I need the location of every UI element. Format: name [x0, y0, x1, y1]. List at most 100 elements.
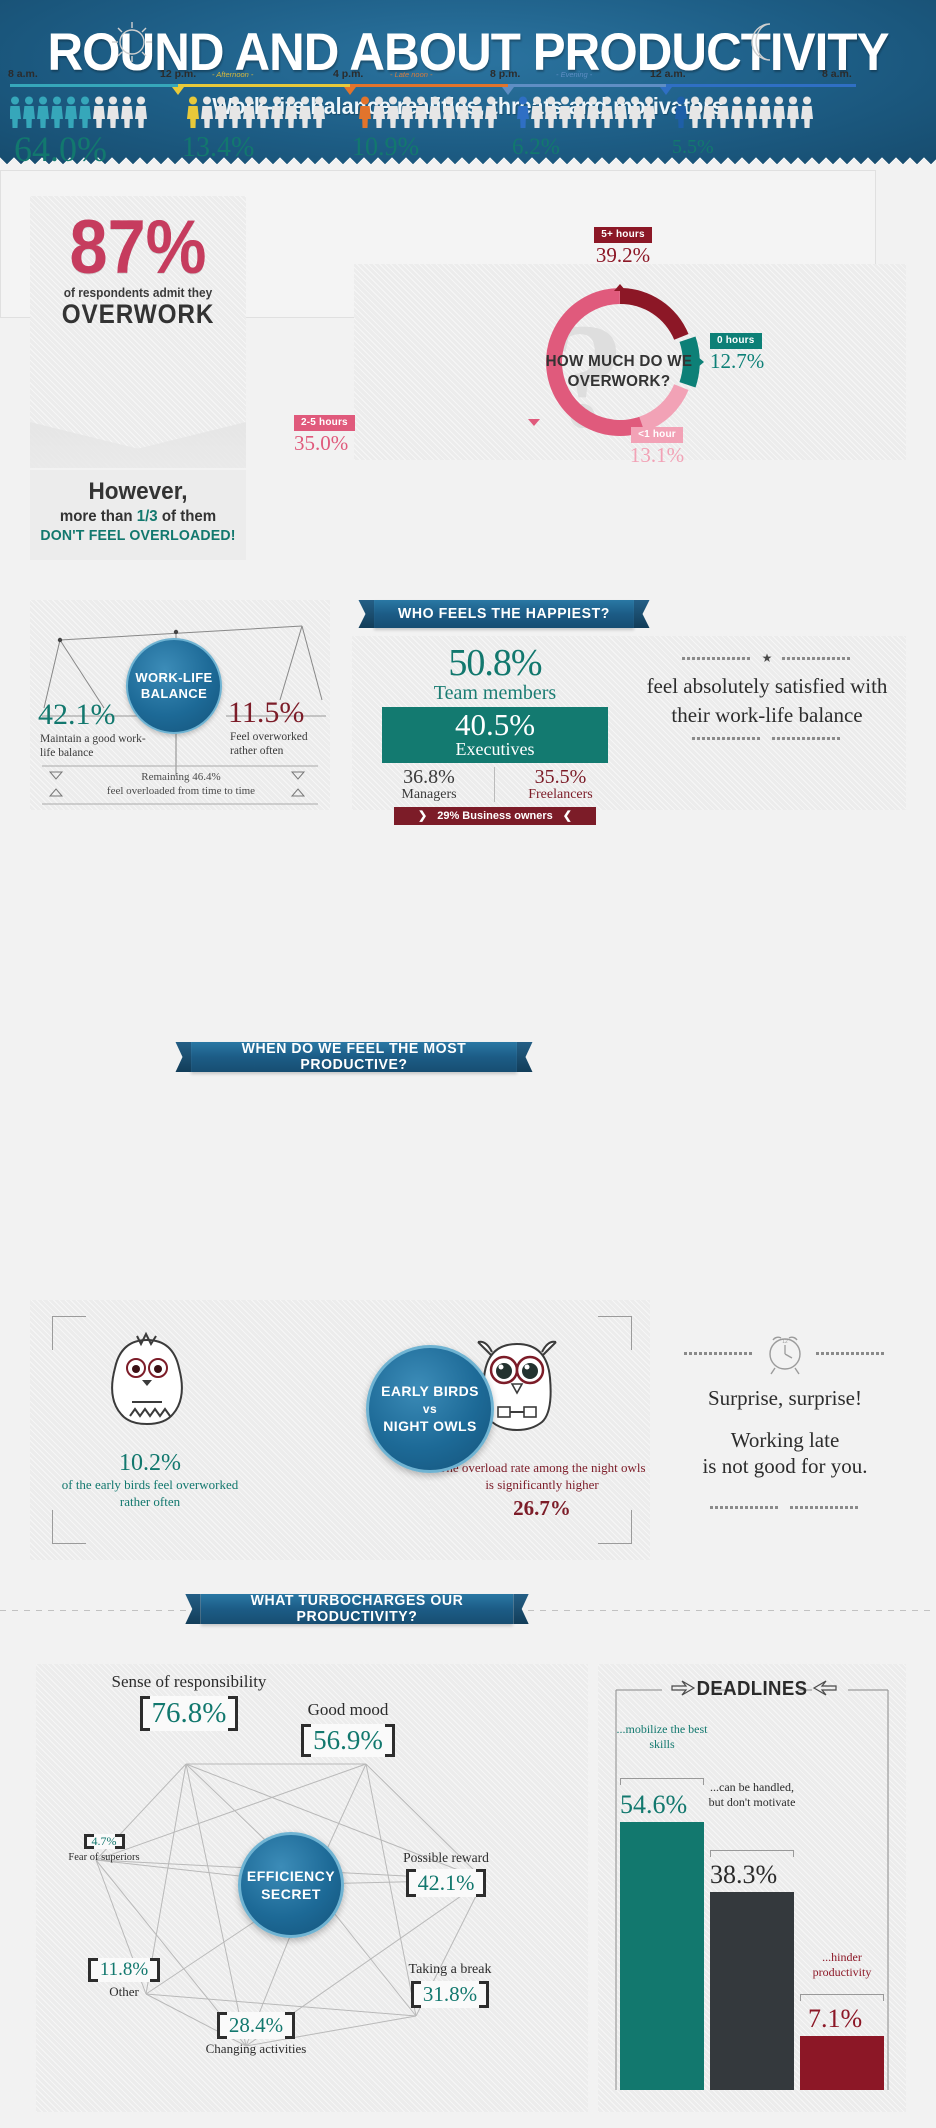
- node-value-sense-of-responsibility: 76.8%: [139, 1695, 239, 1731]
- tick-label-5: 8 a.m.: [822, 68, 852, 80]
- axis-segment-afternoon: [178, 84, 350, 87]
- night-owls-panel: [430, 1300, 650, 1560]
- executives-highlight: 40.5% Executives: [382, 707, 608, 763]
- surprise-line2: Working late: [730, 1428, 840, 1452]
- corner-bracket-br: [598, 1510, 632, 1544]
- dash-segment-bottom-right: [772, 736, 842, 740]
- donut-center-label: HOW MUCH DO WE OVERWORK?: [510, 352, 729, 392]
- node-sense-of-responsibility: Sense of responsibility 76.8%: [94, 1672, 284, 1731]
- donut-value-5plus: 39.2%: [595, 242, 651, 267]
- efficiency-secret-circle: EFFICIENCY SECRET: [238, 1832, 344, 1938]
- deadline-bar-hinder: [800, 2036, 884, 2090]
- happiest-statement: ★ feel absolutely satisfied with their w…: [642, 650, 892, 746]
- axis-arrow-3: [502, 87, 514, 95]
- donut-label-under1: <1 hour 13.1%: [602, 424, 712, 468]
- node-value-good-mood: 56.9%: [301, 1724, 395, 1757]
- node-value-possible-reward: 42.1%: [405, 1869, 487, 1897]
- sun-icon: [112, 22, 152, 62]
- wlb-bottom-note: Remaining 46.4% feel overloaded from tim…: [76, 770, 286, 799]
- wlb-left-value: 42.1%: [38, 698, 116, 731]
- segment-label-evening: - Evening -: [556, 70, 593, 79]
- executives-value: 40.5%: [454, 707, 536, 742]
- however-heading: However,: [88, 478, 188, 505]
- turbo-ribbon-title: WHAT TURBOCHARGES OUR PRODUCTIVITY?: [200, 1593, 514, 1625]
- dash-segment-left: [681, 656, 752, 660]
- happiest-stats-column: 50.8% Team members 40.5% Executives 36.8…: [364, 642, 626, 826]
- axis-segment-morning: [10, 84, 178, 87]
- deadline-brace-handled: [710, 1850, 794, 1857]
- overwork-donut-chart: ? HOW MUCH DO WE OVERWORK? 5+ hours 39.2…: [294, 227, 906, 467]
- deadline-value-hinder: 7.1%: [808, 2004, 863, 2033]
- donut-center-line1: HOW MUCH DO WE: [545, 353, 693, 370]
- axis-arrow-2: [344, 87, 356, 95]
- top-rule-with-star: ★: [642, 650, 892, 666]
- node-changing-activities: 28.4% Changing activities: [166, 2012, 346, 2057]
- deadlines-title: DEADLINES: [696, 1678, 808, 1700]
- wlb-right-caption: Feel overworked rather often: [230, 731, 308, 758]
- donut-value-2to5: 35.0%: [294, 430, 349, 455]
- wlb-right-value: 11.5%: [228, 696, 305, 729]
- productive-value-2: 10.9%: [352, 132, 420, 161]
- managers-value: 36.8%: [403, 765, 455, 788]
- node-value-changing-activities: 28.4%: [216, 2012, 296, 2039]
- deadline-bar-mobilize: [620, 1822, 704, 2090]
- people-pictograms: [10, 96, 813, 128]
- tick-label-0: 8 a.m.: [8, 68, 38, 80]
- early-birds-vs-night-owls-circle: EARLY BIRDS vs NIGHT OWLS: [366, 1345, 494, 1473]
- dash-segment-right: [782, 656, 853, 660]
- wlb-bottom-line1: Remaining 46.4%: [141, 771, 221, 783]
- clock-rule: 12: [660, 1330, 910, 1376]
- deadline-bar-handled: [710, 1892, 794, 2090]
- tick-label-2: 4 p.m.: [333, 68, 364, 80]
- wlb-left-caption: Maintain a good work-life balance: [40, 733, 146, 760]
- corner-bracket-bl: [52, 1510, 86, 1544]
- however-line2-c: of them: [157, 508, 217, 525]
- deadline-caption-hinder: ...hinder productivity: [812, 1950, 872, 1979]
- overwork-stat-panel: 87% of respondents admit they OVERWORK: [30, 196, 246, 468]
- deadline-brace-mobilize: [620, 1778, 704, 1785]
- however-line2: more than 1/3 of them: [36, 508, 239, 526]
- not-overloaded-line: DON'T FEEL OVERLOADED!: [40, 527, 236, 544]
- dash-segment-clock-right: [816, 1351, 886, 1355]
- node-value-taking-a-break: 31.8%: [410, 1981, 490, 2008]
- zigzag-divider: [0, 157, 936, 170]
- productive-value-3: 6.2%: [512, 134, 560, 159]
- deadline-caption-mobilize: ...mobilize the best skills: [616, 1722, 708, 1751]
- segment-label-afternoon: - Afternoon -: [212, 70, 254, 79]
- birds-circle-line2: vs: [422, 1401, 438, 1416]
- donut-value-0hours: 12.7%: [710, 348, 765, 373]
- dash-segment-clock-left: [684, 1351, 754, 1355]
- surprise-bottom-rule: [660, 1505, 910, 1509]
- node-good-mood: Good mood 56.9%: [268, 1700, 428, 1757]
- team-members-value: 50.8%: [448, 642, 542, 684]
- node-label-fear-of-superiors: Fear of superiors: [68, 1852, 140, 1863]
- wlb-circle-line1: WORK-LIFE: [135, 669, 213, 685]
- managers-cell: 36.8% Managers: [364, 765, 495, 803]
- business-owners-label: 29% Business owners: [437, 809, 553, 822]
- arrow-left-icon: ❮: [562, 810, 572, 823]
- work-life-balance-circle: WORK-LIFE BALANCE: [126, 638, 222, 734]
- deadline-caption-handled: ...can be handled, but don't motivate: [708, 1780, 796, 1809]
- surprise-line3: is not good for you.: [702, 1454, 868, 1479]
- productive-ribbon-title: WHEN DO WE FEEL THE MOST PRODUCTIVE?: [191, 1041, 517, 1073]
- overwork-word: OVERWORK: [61, 299, 215, 330]
- node-label-taking-a-break: Taking a break: [408, 1962, 492, 1977]
- productive-value-0: 64.0%: [14, 129, 107, 169]
- team-members-label: Team members: [433, 682, 557, 704]
- svg-text:12: 12: [782, 1339, 788, 1345]
- node-possible-reward: Possible reward 42.1%: [366, 1850, 526, 1897]
- node-fear-of-superiors: 4.7% Fear of superiors: [44, 1832, 164, 1863]
- donut-svg: [528, 284, 704, 436]
- donut-tag-2to5: 2-5 hours: [294, 415, 355, 431]
- arrow-right-icon: ❯: [418, 810, 428, 823]
- early-birds-caption-block: 10.2% of the early birds feel overworked…: [50, 1450, 250, 1511]
- freelancers-label: Freelancers: [528, 786, 593, 802]
- managers-freelancers-row: 36.8% Managers 35.5% Freelancers: [364, 765, 626, 803]
- early-birds-caption: of the early birds feel overworked rathe…: [61, 1477, 239, 1509]
- node-label-good-mood: Good mood: [307, 1700, 389, 1719]
- overwork-percent: 87%: [41, 196, 235, 285]
- eff-circle-line2: SECRET: [261, 1886, 321, 1902]
- tick-label-4: 12 a.m.: [650, 68, 686, 80]
- happiest-panel: 50.8% Team members 40.5% Executives 36.8…: [352, 636, 906, 826]
- dash-segment-surprise-left: [710, 1505, 780, 1509]
